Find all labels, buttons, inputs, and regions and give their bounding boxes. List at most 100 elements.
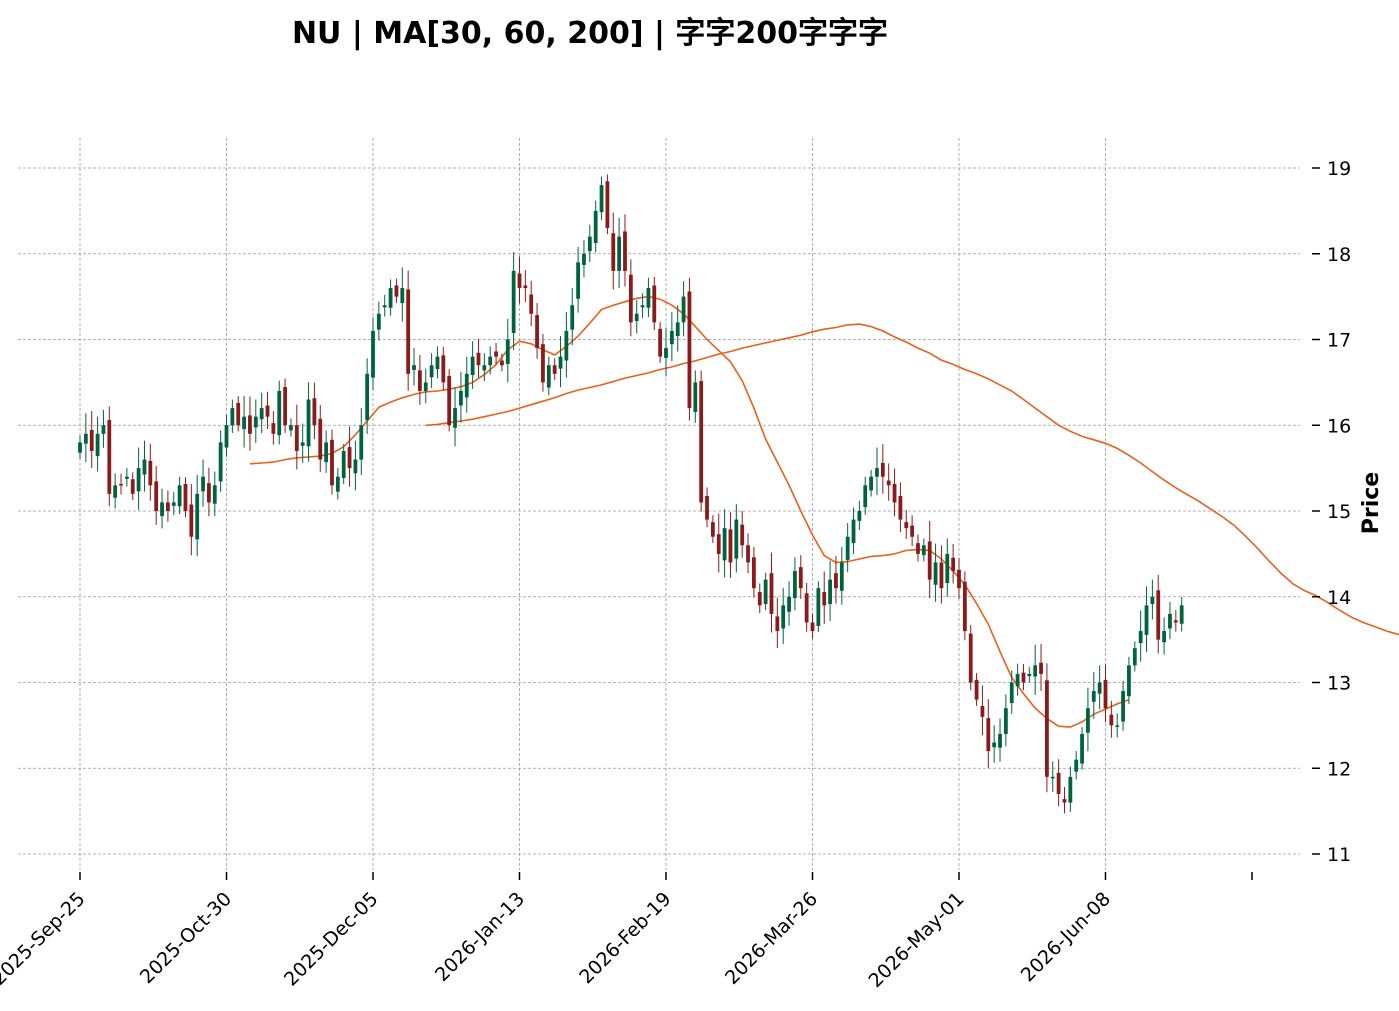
candle-body [248, 415, 252, 434]
candle-body [429, 365, 434, 378]
candle-body [517, 273, 522, 289]
candle-body [494, 351, 498, 357]
candle-body [148, 460, 153, 486]
y-tick-label: 13 [1327, 673, 1351, 695]
candle-body [154, 481, 159, 511]
candle-body [1086, 708, 1090, 733]
candle-body [171, 502, 176, 506]
candle-body [640, 305, 645, 308]
candle-body [1127, 665, 1131, 697]
candle-body [875, 468, 879, 477]
candle-body [869, 476, 873, 491]
candle-body [992, 742, 997, 748]
candle-body [382, 305, 387, 308]
candle-body [113, 485, 118, 498]
candle-body [482, 365, 487, 371]
candle-body [265, 405, 270, 417]
candle-body [546, 365, 551, 388]
candle-body [166, 502, 170, 511]
y-tick-label: 12 [1327, 758, 1351, 780]
candle-body [933, 562, 938, 585]
candle-body [95, 433, 100, 457]
candle-body [89, 429, 94, 451]
candle-body [218, 442, 223, 482]
candle-body [400, 288, 405, 304]
candle-body [365, 373, 370, 421]
x-tick-label: 2025-Oct-30 [136, 888, 236, 988]
moving-average-layer [249, 295, 1399, 728]
candle-body [951, 557, 956, 572]
y-tick-label: 17 [1327, 330, 1351, 352]
candle-body [1050, 776, 1055, 779]
candle-body [1080, 733, 1084, 764]
candle-body [453, 408, 457, 428]
x-tick-label: 2026-Jan-13 [431, 888, 529, 986]
candle-body [177, 485, 182, 507]
candle-body [529, 294, 534, 314]
candle-body [1009, 682, 1014, 704]
candle-body [541, 344, 545, 383]
candle-body [1144, 605, 1149, 635]
candle-body [1097, 682, 1102, 694]
candle-body [335, 476, 340, 492]
y-tick-label: 15 [1327, 501, 1351, 523]
candle-body [470, 356, 475, 376]
candle-body [341, 450, 346, 478]
candle-body [757, 592, 762, 606]
candle-body [459, 390, 463, 406]
candle-body [136, 468, 141, 492]
candle-body [910, 525, 915, 537]
candle-body [142, 459, 147, 475]
candle-body [599, 185, 604, 213]
candle-body [353, 459, 358, 474]
candle-body [130, 479, 135, 494]
candle-body [734, 519, 739, 559]
candle-body [324, 442, 329, 463]
y-tick-label: 16 [1327, 415, 1351, 437]
candle-body [107, 420, 112, 494]
x-tick-label: 2026-Jun-08 [1017, 888, 1115, 986]
candle-body [752, 557, 756, 589]
candle-body [968, 633, 973, 683]
candle-body [277, 390, 282, 436]
grid-layer [18, 138, 1300, 870]
x-tick-label: 2025-Sep-25 [0, 888, 90, 990]
candle-body [253, 416, 258, 428]
candle-body [980, 706, 985, 717]
candle-body [710, 522, 715, 537]
candle-body [189, 504, 194, 537]
candle-body [558, 356, 563, 369]
candle-body [423, 382, 428, 391]
candle-body [974, 679, 979, 700]
candle-body [570, 305, 575, 330]
candle-body [283, 387, 287, 426]
candle-body [781, 605, 786, 629]
candle-body [312, 398, 317, 426]
candle-body [271, 423, 276, 434]
candle-body [564, 330, 569, 361]
candle-body [828, 579, 832, 605]
candle-body [1003, 708, 1008, 734]
candle-body [775, 616, 780, 632]
candle-body [798, 567, 803, 589]
candle-body [716, 534, 721, 554]
moving-average-line-long [425, 323, 1399, 636]
candle-body [1062, 799, 1067, 803]
candle-body [330, 439, 334, 486]
candle-body [1027, 673, 1032, 677]
candle-body [1056, 772, 1061, 794]
candle-body [787, 596, 791, 612]
candle-body [230, 408, 235, 426]
candle-body [101, 425, 106, 434]
candle-body [769, 573, 774, 614]
candle-body [183, 483, 188, 511]
candle-body [1179, 605, 1184, 624]
candle-body [1156, 590, 1161, 640]
candle-body [1103, 679, 1108, 709]
candle-body [1045, 680, 1049, 777]
y-axis-label: Price [1359, 472, 1384, 534]
candle-body [505, 339, 510, 364]
candle-body [921, 545, 926, 556]
candle-body [1015, 673, 1020, 687]
candle-body [552, 365, 557, 374]
